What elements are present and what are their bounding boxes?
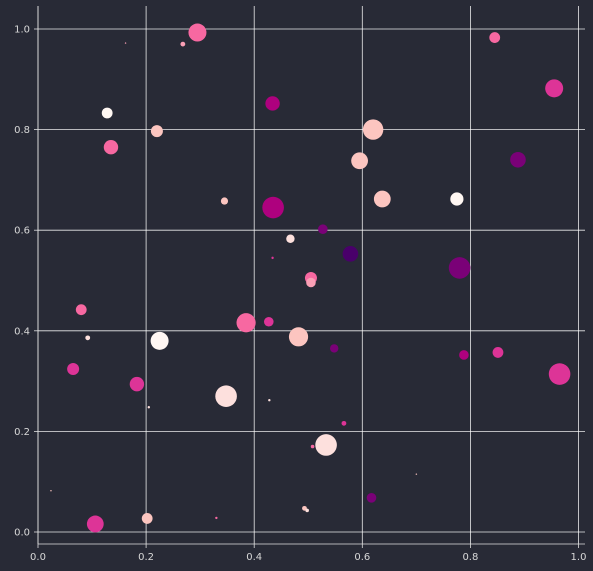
y-tick-label: 1.0 [14,25,30,36]
scatter-point [489,32,501,43]
plot-frame [34,6,585,548]
scatter-point [147,406,151,409]
scatter-point [236,313,256,333]
scatter-point [459,350,469,360]
x-tick-label: 1.0 [571,552,587,563]
scatter-point [180,41,186,47]
scatter-point [262,196,284,219]
scatter-point [318,224,328,234]
x-tick-label: 0.4 [246,552,262,563]
x-tick-labels: 0.0 0.2 0.4 0.6 0.8 1.0 [30,552,586,563]
x-tick-label: 0.2 [138,552,154,563]
scatter-point [448,257,471,279]
scatter-point [85,335,91,341]
scatter-point [510,151,526,168]
x-tick-label: 0.8 [462,552,478,563]
y-tick-label: 0.2 [14,427,30,438]
scatter-point [129,376,145,392]
scatter-point [373,190,391,208]
scatter-point [415,473,418,475]
scatter-point [288,327,309,347]
data-points [50,23,571,533]
scatter-point [545,79,564,98]
y-tick-labels: 0.0 0.2 0.4 0.6 0.8 1.0 [14,25,30,539]
scatter-point [366,492,377,503]
scatter-point [351,152,368,170]
scatter-point [86,515,104,533]
scatter-point [188,23,207,42]
scatter-point [548,363,571,385]
x-tick-label: 0.6 [354,552,370,563]
scatter-point [265,96,280,111]
scatter-point [315,434,337,456]
y-tick-label: 0.8 [14,125,30,136]
scatter-point [306,277,316,288]
scatter-point [75,304,87,316]
scatter-point [67,363,80,376]
scatter-point [215,516,218,520]
scatter-point [342,246,359,262]
scatter-point [362,119,384,140]
scatter-point [150,125,163,138]
y-tick-label: 0.4 [14,326,30,337]
scatter-point [101,107,113,119]
x-tick-label: 0.0 [30,552,46,563]
scatter-point [141,513,153,524]
scatter-point [263,316,274,327]
scatter-point [329,344,339,353]
scatter-point [341,420,347,426]
y-tick-label: 0.0 [14,528,30,539]
scatter-point [215,385,237,407]
scatter-point [220,197,229,205]
scatter-point [450,192,464,206]
scatter-point [286,234,295,243]
scatter-point [150,331,169,350]
scatter-point [268,399,271,402]
scatter-point [124,42,127,44]
scatter-point [103,140,119,155]
y-tick-label: 0.6 [14,226,30,237]
scatter-point [271,256,274,260]
scatter-point [305,508,309,513]
scatter-point [50,490,52,492]
scatter-point [492,347,504,358]
grid-lines [37,6,585,544]
scatter-point [310,444,315,449]
